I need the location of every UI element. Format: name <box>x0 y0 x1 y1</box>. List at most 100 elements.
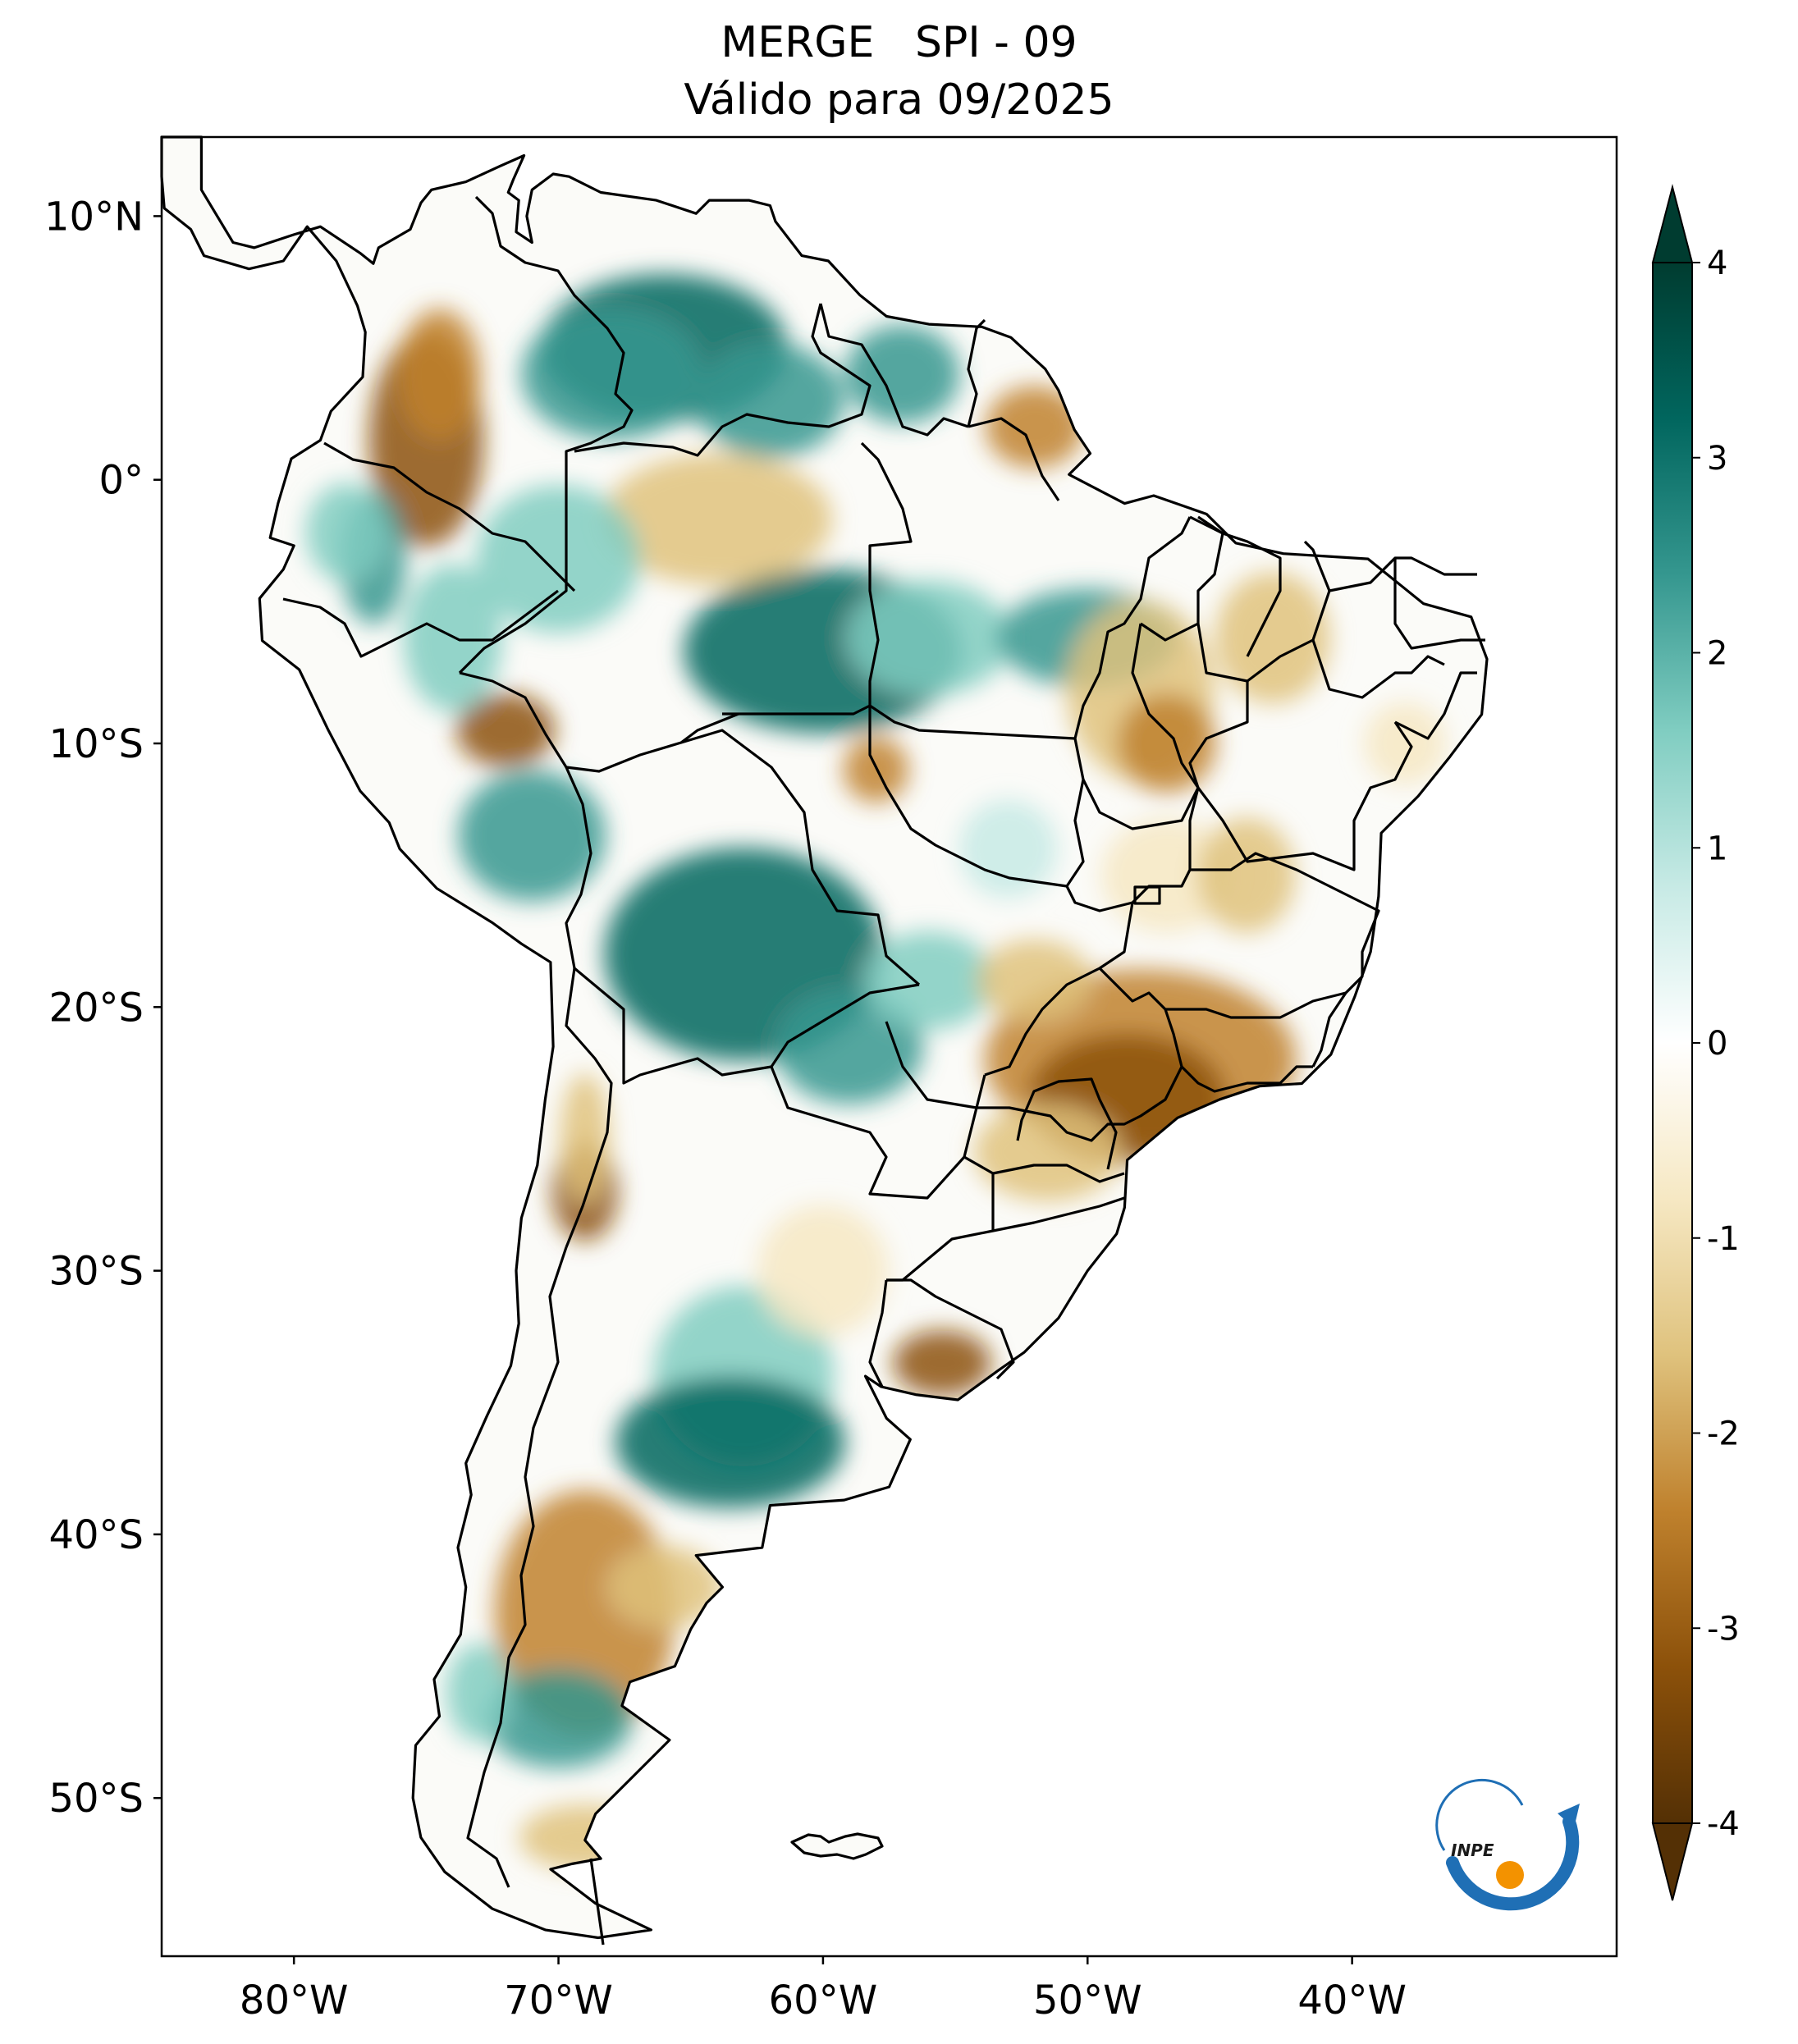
border-state <box>984 902 1134 1077</box>
country-borders <box>160 135 1489 1946</box>
logo-ring <box>1446 1815 1580 1911</box>
logo-text: INPE <box>1451 1841 1494 1860</box>
border-french-guiana <box>968 417 1060 501</box>
colorbar-scale <box>1652 262 1693 1824</box>
border-line <box>1016 1077 1118 1170</box>
border-state <box>992 1196 1125 1232</box>
spi-anomaly-patch <box>862 931 995 1031</box>
border-bolivia-south <box>573 967 920 1085</box>
y-tick-label: 10°S <box>48 721 144 767</box>
coastline <box>160 135 1489 1940</box>
border-colombia-ecuador <box>323 441 576 592</box>
spi-anomaly-patch <box>606 1546 722 1629</box>
border-state <box>868 706 1085 888</box>
spi-anomaly-patch <box>1215 572 1330 704</box>
spi-anomaly-patch <box>977 940 1092 1022</box>
y-tick-label: 0° <box>98 458 144 504</box>
spi-anomaly-patch <box>985 386 1084 469</box>
spi-anomaly-patch <box>1117 694 1216 793</box>
logo-dot <box>1496 1861 1524 1889</box>
spi-anomaly-patch <box>560 1072 610 1205</box>
border-tierra-del-fuego <box>589 1858 605 1946</box>
x-tick-label: 60°W <box>769 1978 878 2023</box>
border-state <box>992 1164 1125 1183</box>
y-tick-label: 20°S <box>48 985 144 1031</box>
border-state <box>1188 681 1413 871</box>
border-state <box>869 516 1192 740</box>
spi-anomaly-patch <box>398 309 481 441</box>
border-suriname <box>967 318 986 428</box>
x-tick-label: 80°W <box>240 1978 349 2023</box>
logo-arrow <box>1558 1804 1580 1828</box>
border-state <box>1393 558 1485 650</box>
colorbar-tick-label: 3 <box>1707 440 1727 478</box>
border-paraguay <box>770 1021 978 1200</box>
colorbar-extend-max <box>1651 184 1694 263</box>
border-state <box>975 967 1183 1142</box>
border-state <box>1180 1065 1313 1093</box>
border-ecuador-peru <box>282 589 559 658</box>
spi-anomaly-patch <box>1196 817 1296 933</box>
border-state <box>1311 639 1445 699</box>
spi-anomaly-patch <box>602 453 832 585</box>
colorbar-tick-label: -3 <box>1707 1610 1740 1648</box>
spi-anomaly-patch <box>484 1669 633 1768</box>
colorbar: 4 3 2 1 0 -1 -2 -3 -4 <box>1651 184 1740 1901</box>
x-axis: 80°W 70°W 60°W 50°W 40°W <box>240 1956 1407 2023</box>
spi-anomaly-patch <box>521 309 702 441</box>
spi-anomaly-patch <box>973 1103 1122 1202</box>
y-tick-label: 10°N <box>44 194 144 240</box>
spi-anomaly-patch <box>892 1330 991 1397</box>
spi-anomaly-patch <box>844 325 960 424</box>
border-guyana <box>819 303 969 437</box>
spi-anomaly-patch <box>757 1205 889 1337</box>
border-uruguay-west <box>868 1279 888 1388</box>
border-state <box>1165 991 1347 1019</box>
border-brazil-bolivia <box>680 729 921 986</box>
colorbar-tick-label: -4 <box>1707 1805 1740 1843</box>
y-tick-label: 30°S <box>48 1249 144 1295</box>
border-state <box>1394 671 1477 740</box>
inpe-logo: INPE <box>1435 1778 1580 1911</box>
spi-anomaly-patch <box>615 1376 846 1508</box>
border-brazil-venezuela <box>574 303 872 457</box>
map-title: MERGE SPI - 09 <box>721 18 1077 67</box>
border-state <box>1196 540 1331 683</box>
spi-anomaly-patch <box>456 693 556 767</box>
border-state <box>1190 852 1380 1068</box>
border-state <box>1189 515 1282 657</box>
spi-anomaly-patch <box>958 799 1058 899</box>
y-axis: 10°N 0° 10°S 20°S 30°S 40°S 50°S <box>44 194 162 1822</box>
falkland-islands <box>790 1832 884 1860</box>
x-tick-label: 70°W <box>504 1978 613 2023</box>
border-colombia-venezuela <box>458 195 634 674</box>
colorbar-tick-label: 2 <box>1707 635 1727 673</box>
colorbar-tick-label: -1 <box>1707 1220 1740 1258</box>
spi-anomaly-patch <box>476 485 641 633</box>
spi-anomaly-patch <box>846 580 1011 696</box>
spi-anomaly-patch <box>696 343 844 459</box>
spi-anomaly-patch <box>1364 702 1447 784</box>
y-tick-label: 50°S <box>48 1776 144 1822</box>
colorbar-tick-label: 4 <box>1707 245 1727 282</box>
logo-orbit <box>1435 1778 1524 1851</box>
border-brazil-peru <box>459 671 739 773</box>
spi-anomaly-patch <box>458 770 606 902</box>
border-df <box>1133 885 1161 905</box>
border-state <box>722 441 913 716</box>
colorbar-tick-label: 0 <box>1707 1025 1727 1063</box>
y-tick-label: 40°S <box>48 1512 144 1558</box>
border-state <box>1329 556 1477 592</box>
border-uruguay-north <box>886 1278 1015 1380</box>
map-frame <box>160 135 1618 1958</box>
spi-anomaly-patch <box>305 482 388 582</box>
colorbar-tick-label: -2 <box>1707 1415 1740 1453</box>
x-tick-label: 50°W <box>1033 1978 1142 2023</box>
spi-anomaly-patch <box>446 1643 512 1742</box>
map-subtitle: Válido para 09/2025 <box>684 75 1114 125</box>
x-tick-label: 40°W <box>1297 1978 1407 2023</box>
border-peru-bolivia <box>565 766 592 969</box>
border-state <box>1082 623 1200 830</box>
colorbar-extend-min <box>1651 1822 1694 1901</box>
